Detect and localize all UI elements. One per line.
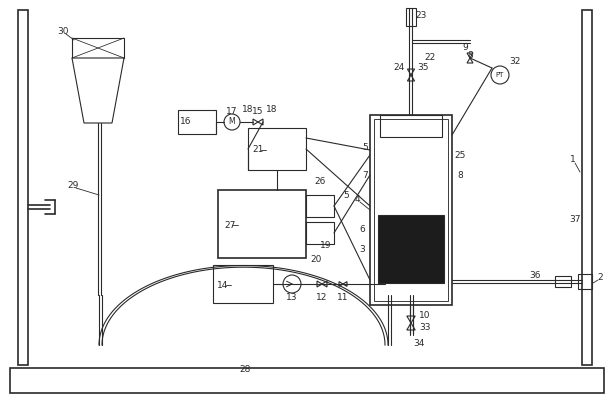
Bar [380, 115, 442, 137]
Text: PT: PT [496, 72, 504, 78]
Bar [306, 222, 334, 244]
Text: 22: 22 [424, 53, 435, 62]
Text: 33: 33 [419, 322, 431, 332]
Circle shape [491, 66, 509, 84]
Text: 19: 19 [321, 241, 332, 249]
Bar [578, 274, 592, 289]
Bar [378, 215, 444, 283]
Text: 10: 10 [419, 311, 431, 320]
Text: 21: 21 [252, 145, 263, 154]
Text: 7: 7 [362, 171, 368, 179]
Text: 27: 27 [224, 220, 236, 230]
Text: 18: 18 [243, 105, 254, 115]
Circle shape [283, 275, 301, 293]
Polygon shape [253, 119, 258, 125]
Text: 9: 9 [462, 43, 468, 53]
Text: 23: 23 [415, 11, 427, 19]
Text: 20: 20 [310, 256, 322, 264]
Polygon shape [317, 281, 322, 287]
Circle shape [224, 114, 240, 130]
Text: 4: 4 [354, 196, 360, 205]
Text: 29: 29 [68, 181, 79, 190]
Text: 6: 6 [359, 226, 365, 234]
Text: 11: 11 [337, 292, 349, 301]
Bar [555, 276, 571, 287]
Polygon shape [258, 119, 263, 125]
Text: 13: 13 [286, 292, 298, 301]
Bar [72, 38, 124, 58]
Text: 35: 35 [418, 64, 429, 72]
Text: 17: 17 [226, 107, 238, 115]
Bar [218, 190, 306, 258]
Text: 32: 32 [509, 58, 521, 66]
Polygon shape [408, 75, 414, 81]
Text: 14: 14 [217, 281, 228, 290]
Bar [582, 10, 592, 365]
Polygon shape [408, 69, 414, 75]
Text: 30: 30 [57, 28, 69, 36]
Bar [248, 128, 306, 170]
Text: 37: 37 [569, 215, 581, 224]
Polygon shape [407, 316, 415, 323]
Text: 2: 2 [597, 273, 603, 283]
Bar [370, 115, 452, 305]
Bar [213, 265, 273, 303]
Text: 5: 5 [343, 190, 349, 200]
Bar [18, 10, 28, 365]
Polygon shape [72, 58, 124, 123]
Text: 15: 15 [252, 107, 264, 115]
Text: 26: 26 [314, 177, 325, 186]
Text: 16: 16 [181, 117, 192, 126]
Text: 12: 12 [316, 292, 328, 301]
Polygon shape [467, 53, 473, 58]
Text: 3: 3 [359, 245, 365, 254]
Text: 25: 25 [454, 151, 465, 160]
Polygon shape [467, 58, 473, 63]
Text: 34: 34 [413, 339, 425, 347]
Bar [10, 368, 604, 393]
Text: 24: 24 [394, 64, 405, 72]
Text: M: M [228, 117, 235, 126]
Text: 5: 5 [362, 143, 368, 153]
Bar [178, 110, 216, 134]
Text: 18: 18 [266, 105, 278, 115]
Polygon shape [407, 323, 415, 330]
Text: 8: 8 [457, 171, 463, 179]
Polygon shape [322, 281, 327, 287]
Text: 8: 8 [467, 51, 473, 60]
Polygon shape [339, 281, 343, 286]
Text: 1: 1 [570, 156, 576, 164]
Bar [374, 119, 448, 301]
Bar [406, 8, 416, 26]
Polygon shape [343, 281, 347, 286]
Text: 28: 28 [239, 365, 251, 375]
Bar [306, 195, 334, 217]
Text: 36: 36 [529, 271, 541, 279]
